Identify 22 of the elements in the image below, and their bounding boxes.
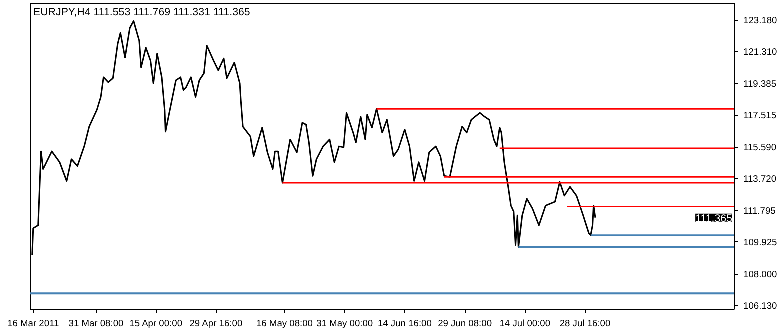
x-tick-label: 31 Mar 08:00 xyxy=(68,318,124,328)
y-tick-label: 108.000 xyxy=(744,270,778,280)
y-tick-label: 117.515 xyxy=(744,110,777,121)
x-tick-label: 31 May 00:00 xyxy=(316,318,374,328)
x-tick-label: 14 Jun 16:00 xyxy=(378,318,432,328)
x-tick-label: 16 Mar 2011 xyxy=(8,318,60,328)
y-tick-label: 109.925 xyxy=(744,237,778,248)
y-tick-label: 121.310 xyxy=(744,47,778,58)
y-tick-label: 113.720 xyxy=(744,174,777,184)
x-tick-label: 28 Jul 16:00 xyxy=(560,318,611,328)
annotation: 111.365 xyxy=(696,212,733,225)
x-tick-label: 29 Apr 16:00 xyxy=(190,318,243,328)
y-tick-label: 111.795 xyxy=(744,206,776,216)
x-tick-label: 14 Jul 00:00 xyxy=(500,318,551,328)
x-tick-label: 29 Jun 08:00 xyxy=(438,318,492,328)
y-tick-label: 115.590 xyxy=(744,142,777,153)
chart-title: EURJPY,H4 111.553 111.769 111.331 111.365 xyxy=(34,6,250,18)
x-tick-label: 15 Apr 00:00 xyxy=(130,318,183,328)
x-tick-label: 16 May 08:00 xyxy=(256,318,314,328)
y-tick-label: 119.385 xyxy=(744,79,777,90)
y-tick-label: 123.180 xyxy=(744,16,778,26)
y-tick-label: 106.130 xyxy=(744,300,778,311)
